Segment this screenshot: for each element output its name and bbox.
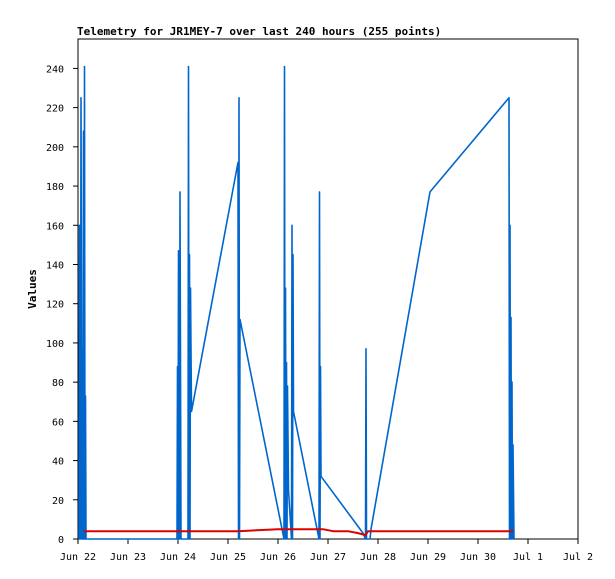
- y-tick-label: 200: [46, 143, 64, 154]
- series-line-2: [84, 528, 513, 537]
- y-tick-label: 0: [58, 535, 64, 546]
- y-tick-label: 40: [52, 457, 64, 468]
- y-tick-label: 80: [52, 378, 64, 389]
- y-tick-label: 240: [46, 64, 64, 75]
- x-tick-label: Jun 22: [60, 552, 96, 563]
- y-tick-label: 180: [46, 182, 64, 193]
- x-tick-label: Jun 29: [410, 552, 446, 563]
- x-axis: Jun 22 Jun 23 Jun 24 Jun 25 Jun 26 Jun 27 Jun …: [60, 539, 593, 563]
- x-tick-label: Jun 26: [260, 552, 296, 563]
- x-tick-label: Jul 1: [513, 552, 543, 563]
- x-tick-label: Jun 23: [110, 552, 146, 563]
- plot-area: [77, 38, 579, 540]
- x-tick-label: Jun 27: [310, 552, 346, 563]
- chart-title: Telemetry for JR1MEY-7 over last 240 hou…: [77, 25, 441, 38]
- x-tick-label: Jun 24: [160, 552, 196, 563]
- y-axis: 0 20 40 60 80 100 120 140 160 180 200 220 240: [46, 64, 78, 546]
- series-line-1: [78, 65, 515, 540]
- y-tick-label: 160: [46, 221, 64, 232]
- x-tick-label: Jun 28: [360, 552, 396, 563]
- y-axis-label: Values: [26, 269, 39, 309]
- x-tick-label: Jun 30: [460, 552, 496, 563]
- x-tick-label: Jul 2: [563, 552, 593, 563]
- x-tick-label: Jun 25: [210, 552, 246, 563]
- series-layer: [78, 65, 515, 540]
- y-tick-label: 220: [46, 104, 64, 115]
- y-tick-label: 140: [46, 260, 64, 271]
- y-tick-label: 100: [46, 339, 64, 350]
- y-tick-label: 20: [52, 496, 64, 507]
- y-tick-label: 120: [46, 300, 64, 311]
- y-tick-label: 60: [52, 417, 64, 428]
